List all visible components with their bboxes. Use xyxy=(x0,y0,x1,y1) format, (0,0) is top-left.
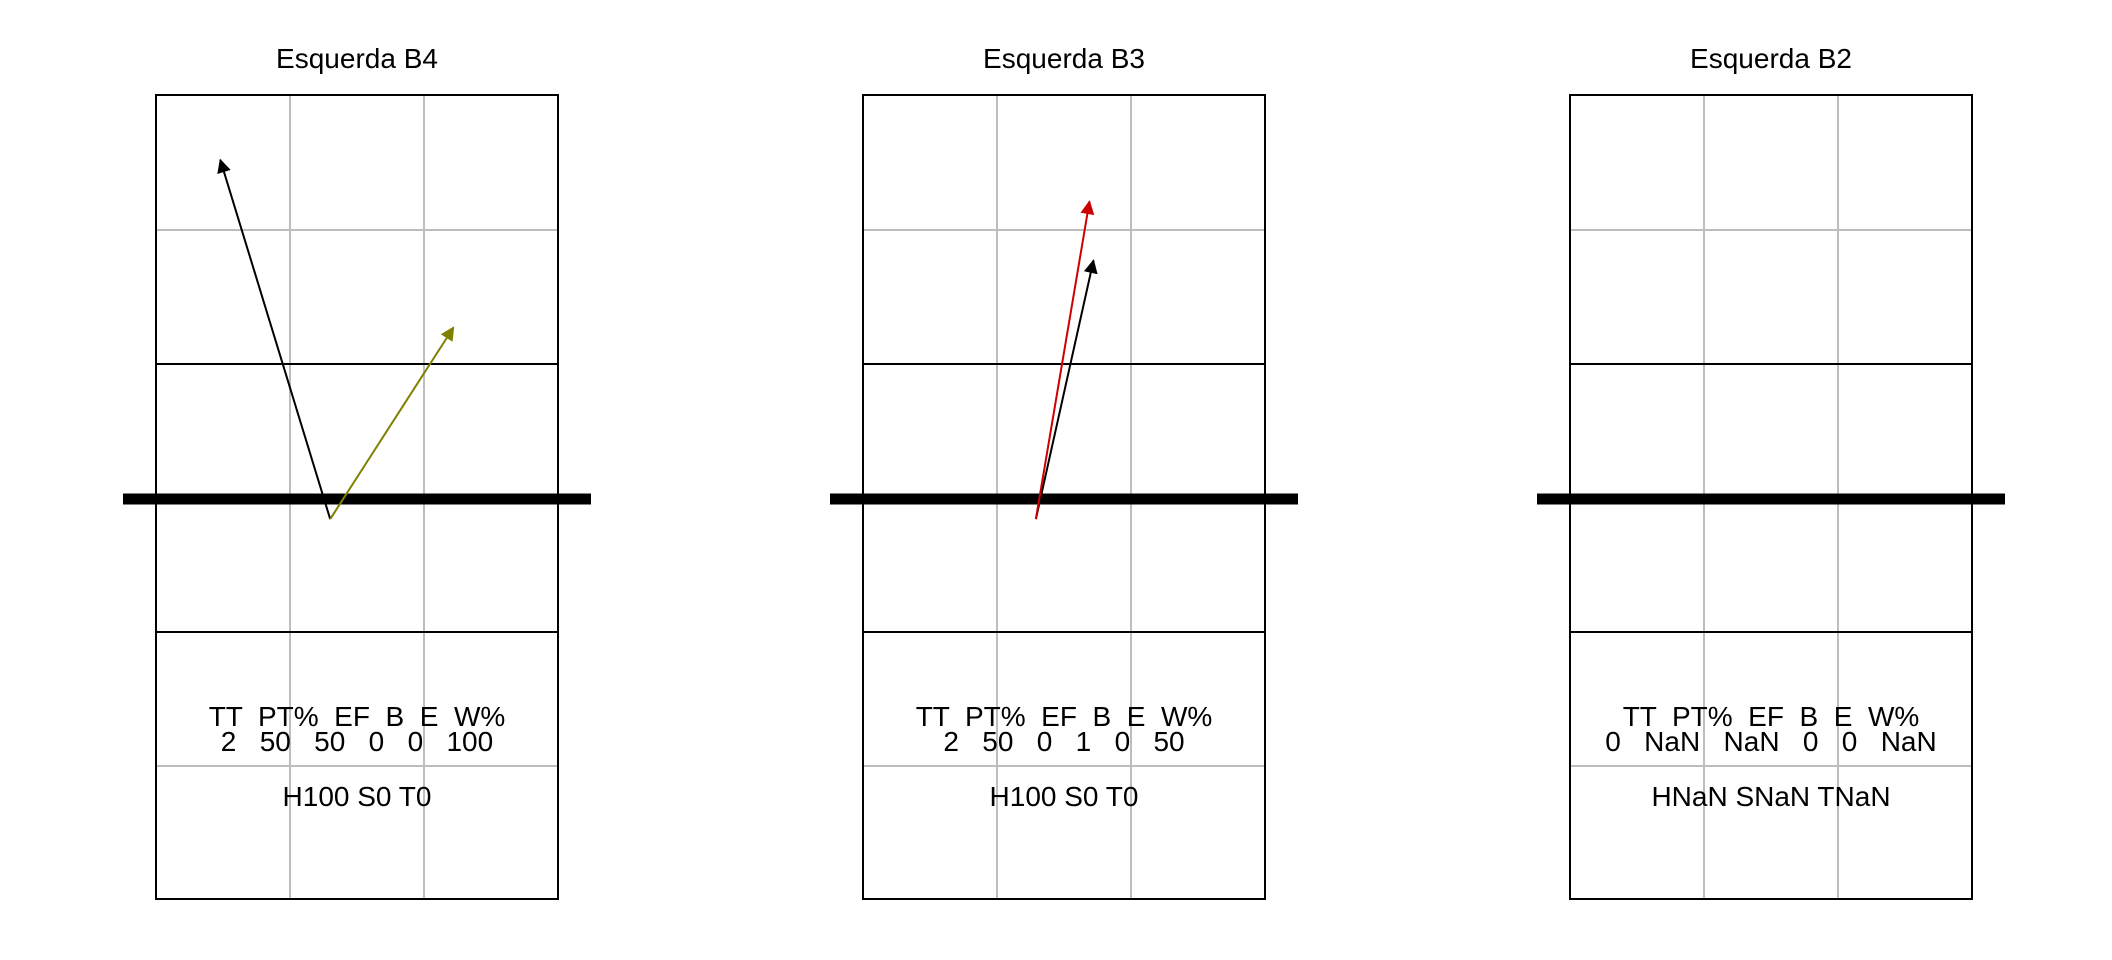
stats-values: 2 50 50 0 0 100 xyxy=(221,726,493,757)
stats-values: 2 50 0 1 0 50 xyxy=(943,726,1184,757)
stats-header: TT PT% EF B E W% xyxy=(209,701,506,732)
attack-arrow-1 xyxy=(1034,200,1095,520)
stats-header: TT PT% EF B E W% xyxy=(916,701,1213,732)
panel-esquerda-b2: Esquerda B2 TT PT% EF B E W% 0 NaN NaN 0… xyxy=(1537,43,2005,900)
panel-esquerda-b4: Esquerda B4 TT PT% EF B E W% 2 50 50 0 0… xyxy=(123,43,591,900)
court-grid xyxy=(830,94,1298,900)
arrows-layer xyxy=(217,158,455,520)
stats-summary: HNaN SNaN TNaN xyxy=(1651,781,1890,812)
court-grid xyxy=(123,94,591,900)
panel-title: Esquerda B3 xyxy=(983,43,1145,74)
stats-values: 0 NaN NaN 0 0 NaN xyxy=(1605,726,1936,757)
attack-arrow-0 xyxy=(1034,259,1098,520)
stats-summary: H100 S0 T0 xyxy=(283,781,432,812)
court-grid xyxy=(1537,94,2005,900)
stats-summary: H100 S0 T0 xyxy=(990,781,1139,812)
panel-title: Esquerda B4 xyxy=(276,43,438,74)
attack-arrow-0 xyxy=(217,158,332,520)
attack-arrow-1 xyxy=(329,326,455,520)
stats-header: TT PT% EF B E W% xyxy=(1623,701,1920,732)
panel-title: Esquerda B2 xyxy=(1690,43,1852,74)
panel-esquerda-b3: Esquerda B3 TT PT% EF B E W% 2 50 0 1 0 … xyxy=(830,43,1298,900)
arrows-layer xyxy=(1034,200,1098,520)
